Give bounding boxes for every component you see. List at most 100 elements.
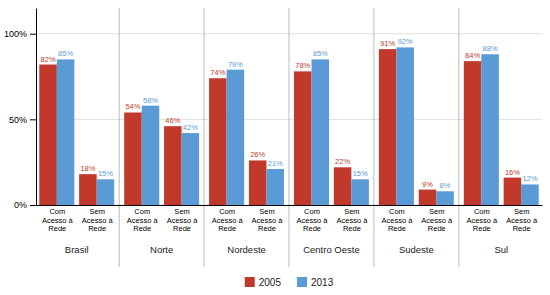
group-separator — [289, 8, 290, 267]
y-tick: 100% — [4, 29, 36, 39]
y-tick: 0% — [14, 200, 36, 210]
bar — [249, 160, 267, 205]
x-tick: SemAcesso àRede — [167, 205, 199, 233]
bar — [209, 78, 227, 205]
x-tick: SemAcesso àRede — [252, 205, 284, 233]
data-label: 82% — [41, 55, 56, 64]
bar — [334, 167, 352, 205]
bar — [481, 54, 499, 205]
x-tick-label: SemAcesso àRede — [82, 207, 114, 233]
x-tick-label: ComAcesso àRede — [297, 207, 329, 233]
bar — [379, 49, 397, 205]
x-tick-label: SemAcesso àRede — [506, 207, 538, 233]
data-label: 22% — [335, 157, 350, 166]
data-label: 8% — [440, 181, 451, 190]
data-label: 15% — [353, 169, 368, 178]
group-separator — [119, 8, 120, 267]
bar — [227, 70, 245, 205]
legend-label: 2013 — [311, 277, 334, 288]
y-tick-label: 50% — [9, 115, 27, 125]
x-tick: SemAcesso àRede — [82, 205, 114, 233]
data-label: 85% — [313, 49, 328, 58]
x-axis-line — [37, 205, 543, 206]
x-tick-label: SemAcesso àRede — [336, 207, 368, 233]
bar — [266, 169, 284, 205]
legend: 2005 2013 — [245, 277, 334, 288]
y-axis-line — [36, 9, 37, 206]
data-label: 21% — [268, 159, 283, 168]
x-tick-label: SemAcesso àRede — [421, 207, 453, 233]
y-tick-mark — [30, 119, 36, 120]
group-label: Centro Oeste — [303, 244, 360, 255]
data-label: 16% — [505, 168, 520, 177]
x-tick: ComAcesso àRede — [381, 205, 413, 233]
group-separator — [204, 8, 205, 267]
group-label: Brasil — [65, 244, 89, 255]
x-tick: SemAcesso àRede — [336, 205, 368, 233]
bar — [57, 59, 75, 205]
legend-item: 2005 — [245, 277, 282, 288]
group-label: Nordeste — [227, 244, 266, 255]
group-label: Sudeste — [399, 244, 434, 255]
bar — [164, 126, 182, 205]
bar — [464, 61, 482, 205]
x-tick-label: ComAcesso àRede — [42, 207, 74, 233]
bar — [396, 47, 414, 205]
y-tick-mark — [30, 205, 36, 206]
group-separator — [458, 8, 459, 267]
legend-swatch — [245, 277, 255, 287]
bar — [419, 190, 437, 205]
bar — [312, 59, 330, 205]
group-label: Norte — [150, 244, 173, 255]
data-label: 74% — [210, 68, 225, 77]
plot: 0% 50% 100% ComAcesso àRede SemAcesso àRede C… — [4, 8, 543, 267]
y-tick-mark — [30, 34, 36, 35]
legend-item: 2013 — [297, 277, 334, 288]
x-tick: SemAcesso àRede — [506, 205, 538, 233]
group-separators — [119, 8, 459, 267]
group-labels: Brasil Norte Nordeste Centro Oeste Sudeste Su… — [65, 244, 508, 255]
bar — [182, 133, 200, 205]
chart: 0% 50% 100% ComAcesso àRede SemAcesso àRede C… — [0, 0, 550, 295]
y-tick: 50% — [9, 115, 36, 125]
data-label: 46% — [165, 116, 180, 125]
legend-swatch — [297, 277, 307, 287]
group-label: Sul — [494, 244, 508, 255]
x-tick-label: ComAcesso àRede — [212, 207, 244, 233]
bar — [124, 112, 142, 205]
data-label: 91% — [380, 39, 395, 48]
x-tick: ComAcesso àRede — [127, 205, 159, 233]
bar — [79, 174, 97, 205]
data-label: 9% — [422, 180, 433, 189]
data-label: 26% — [250, 150, 265, 159]
bar — [39, 65, 57, 205]
data-label: 42% — [183, 123, 198, 132]
data-label: 79% — [228, 60, 243, 69]
data-label: 15% — [98, 169, 113, 178]
y-axis: 0% 50% 100% — [4, 9, 37, 211]
bar — [436, 191, 454, 205]
data-labels: 82%18%54%46%74%26%78%22%91%9%84%16%85%15… — [41, 37, 538, 190]
y-tick-label: 0% — [14, 200, 27, 210]
data-label: 92% — [398, 37, 413, 46]
data-label: 18% — [80, 164, 95, 173]
x-tick-label: ComAcesso àRede — [466, 207, 498, 233]
x-tick-label: ComAcesso àRede — [127, 207, 159, 233]
bar — [504, 178, 522, 205]
bar — [521, 184, 539, 205]
data-label: 54% — [125, 102, 140, 111]
x-tick-label: SemAcesso àRede — [252, 207, 284, 233]
bar — [97, 179, 115, 205]
x-tick: ComAcesso àRede — [212, 205, 244, 233]
bar — [294, 71, 312, 205]
bars — [39, 47, 538, 205]
data-label: 88% — [483, 44, 498, 53]
x-tick-label: SemAcesso àRede — [167, 207, 199, 233]
legend-label: 2005 — [259, 277, 282, 288]
x-tick: ComAcesso àRede — [466, 205, 498, 233]
group-separator — [373, 8, 374, 267]
data-label: 12% — [522, 174, 537, 183]
x-tick: ComAcesso àRede — [42, 205, 74, 233]
x-tick-label: ComAcesso àRede — [381, 207, 413, 233]
data-label: 78% — [295, 61, 310, 70]
